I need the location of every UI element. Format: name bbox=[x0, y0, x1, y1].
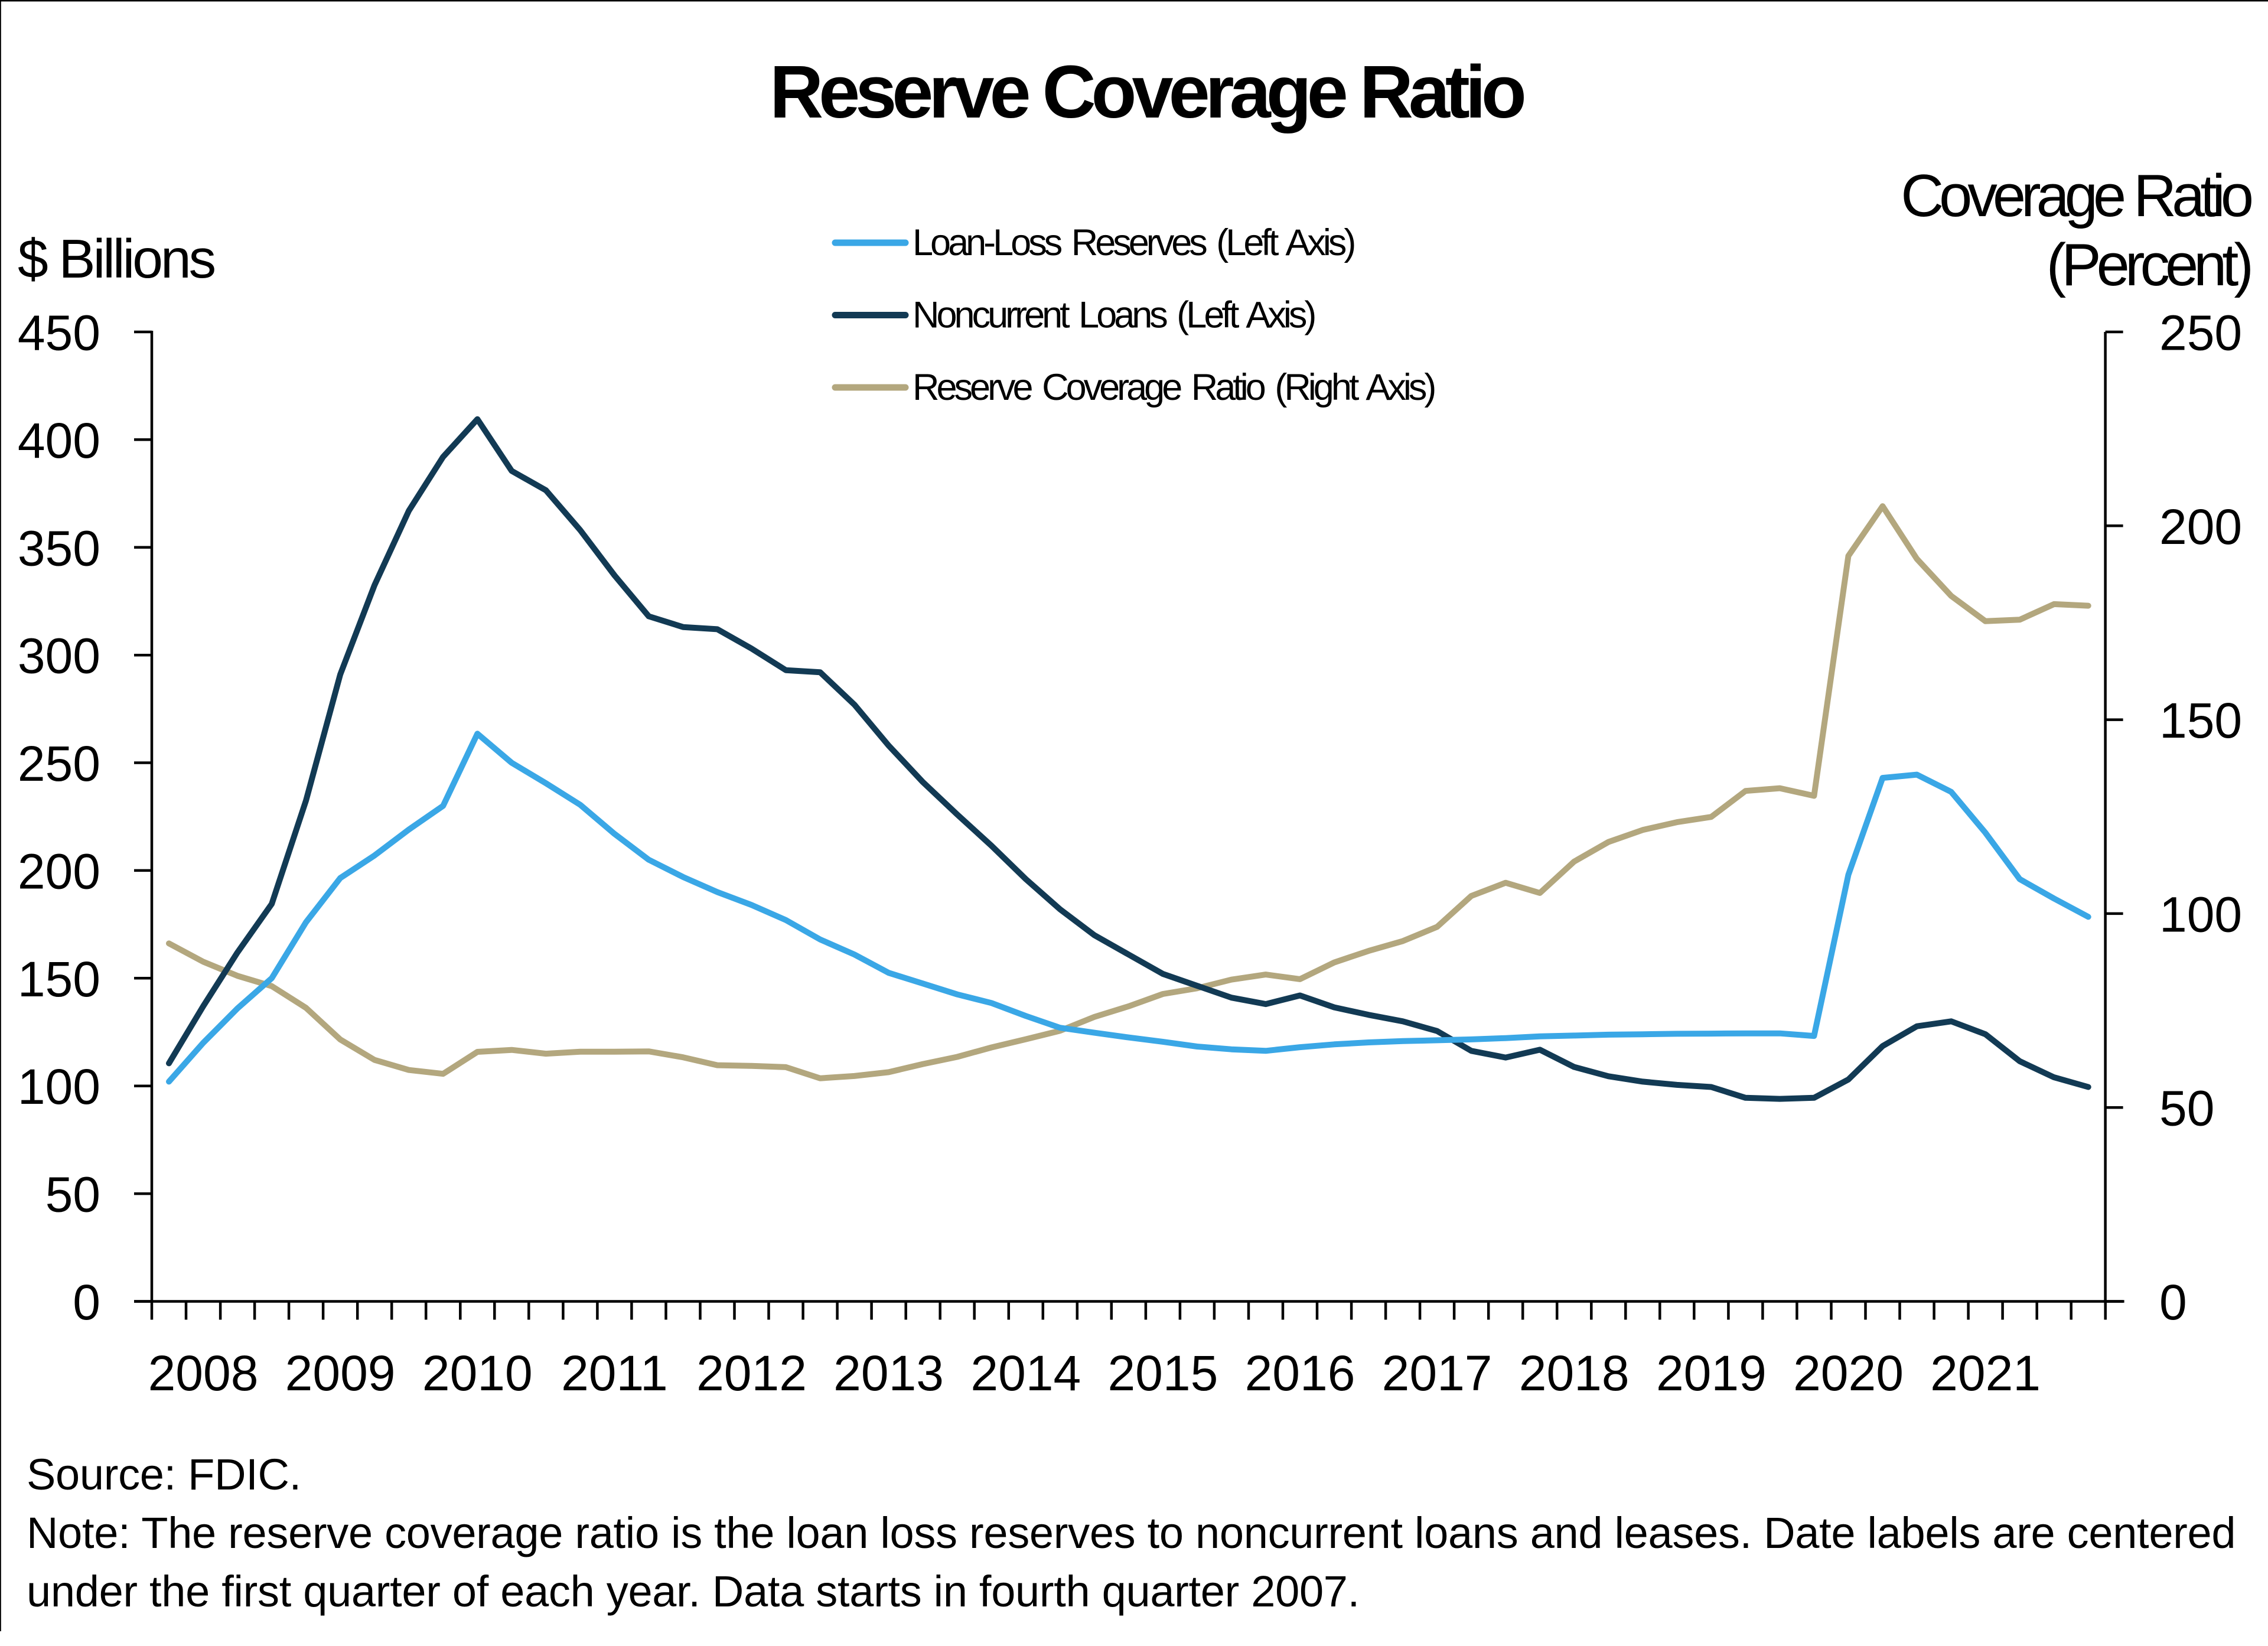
svg-text:Reserve Coverage Ratio (Right: Reserve Coverage Ratio (Right Axis) bbox=[913, 367, 1435, 408]
svg-text:Note: The reserve coverage rat: Note: The reserve coverage ratio is the … bbox=[27, 1508, 2236, 1557]
svg-text:2009: 2009 bbox=[285, 1345, 396, 1401]
svg-text:150: 150 bbox=[2159, 693, 2242, 748]
svg-text:2017: 2017 bbox=[1382, 1345, 1493, 1401]
svg-text:400: 400 bbox=[18, 413, 100, 468]
svg-text:2021: 2021 bbox=[1930, 1345, 2041, 1401]
svg-text:450: 450 bbox=[18, 305, 100, 361]
svg-text:Source: FDIC.: Source: FDIC. bbox=[27, 1450, 301, 1499]
svg-text:(Percent): (Percent) bbox=[2047, 232, 2251, 298]
svg-text:2018: 2018 bbox=[1519, 1345, 1630, 1401]
svg-text:250: 250 bbox=[2159, 305, 2242, 361]
svg-text:under the first quarter of eac: under the first quarter of each year. Da… bbox=[27, 1567, 1360, 1616]
svg-text:200: 200 bbox=[2159, 499, 2242, 555]
svg-text:300: 300 bbox=[18, 628, 100, 684]
svg-text:2011: 2011 bbox=[561, 1345, 668, 1401]
svg-text:100: 100 bbox=[2159, 886, 2242, 942]
svg-text:0: 0 bbox=[2159, 1275, 2187, 1330]
svg-text:0: 0 bbox=[73, 1275, 100, 1330]
svg-text:Noncurrent Loans (Left Axis): Noncurrent Loans (Left Axis) bbox=[913, 295, 1315, 336]
svg-text:2014: 2014 bbox=[970, 1345, 1081, 1401]
svg-text:2016: 2016 bbox=[1245, 1345, 1355, 1401]
svg-text:2008: 2008 bbox=[148, 1345, 259, 1401]
svg-text:2015: 2015 bbox=[1107, 1345, 1218, 1401]
svg-text:2020: 2020 bbox=[1793, 1345, 1904, 1401]
svg-text:$ Billions: $ Billions bbox=[18, 228, 215, 289]
svg-text:2019: 2019 bbox=[1656, 1345, 1767, 1401]
svg-text:2010: 2010 bbox=[422, 1345, 533, 1401]
svg-text:250: 250 bbox=[18, 736, 100, 791]
svg-text:2012: 2012 bbox=[696, 1345, 807, 1401]
svg-text:Loan-Loss Reserves (Left Axis): Loan-Loss Reserves (Left Axis) bbox=[913, 222, 1354, 263]
svg-text:50: 50 bbox=[2159, 1081, 2214, 1136]
svg-text:50: 50 bbox=[45, 1167, 100, 1223]
svg-text:200: 200 bbox=[18, 843, 100, 899]
svg-text:Reserve Coverage Ratio: Reserve Coverage Ratio bbox=[770, 50, 1524, 133]
svg-text:100: 100 bbox=[18, 1059, 100, 1114]
svg-text:2013: 2013 bbox=[833, 1345, 944, 1401]
svg-text:150: 150 bbox=[18, 951, 100, 1007]
svg-text:Coverage Ratio: Coverage Ratio bbox=[1901, 163, 2251, 229]
svg-text:350: 350 bbox=[18, 520, 100, 576]
